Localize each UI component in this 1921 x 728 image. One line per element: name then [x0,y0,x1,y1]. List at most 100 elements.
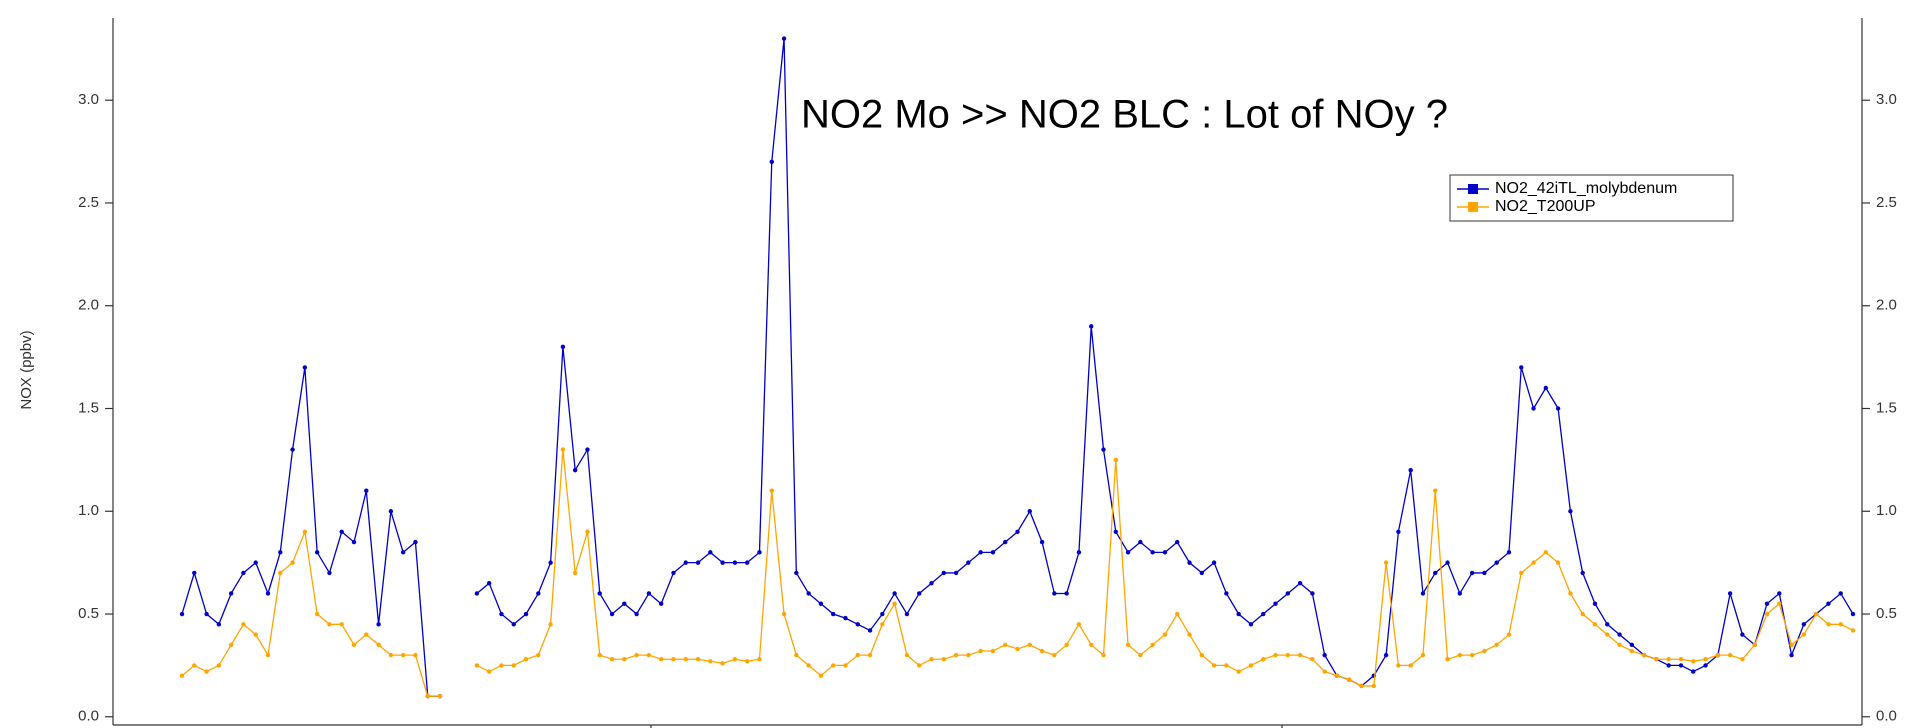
data-point [1261,657,1265,661]
data-point [708,659,712,663]
data-point [1261,612,1265,616]
data-point [843,663,847,667]
data-point [1839,591,1843,595]
data-point [1740,632,1744,636]
annotation: NO2 Mo >> NO2 BLC : Lot of NOy ? [801,93,1448,137]
data-point [1531,560,1535,564]
data-point [696,657,700,661]
data-point [770,160,774,164]
data-point [1568,591,1572,595]
data-point [217,622,221,626]
data-point [1064,643,1068,647]
data-point [1114,458,1118,462]
data-point [1347,678,1351,682]
data-point [1482,649,1486,653]
y2-tick-label: 1.5 [1876,399,1897,416]
y-axis-label: NOX (ppbv) [18,330,35,409]
y-tick-label: 1.5 [78,399,99,416]
data-point [1494,560,1498,564]
data-point [1040,540,1044,544]
data-point [978,550,982,554]
data-point [487,669,491,673]
data-point [794,653,798,657]
data-point [536,653,540,657]
y-tick-label: 2.0 [78,297,99,314]
data-point [1150,550,1154,554]
data-point [929,581,933,585]
data-point [892,591,896,595]
data-point [1077,550,1081,554]
data-point [1064,591,1068,595]
data-point [1335,673,1339,677]
data-point [1015,647,1019,651]
data-point [327,622,331,626]
data-point [1298,581,1302,585]
data-point [1396,530,1400,534]
data-point [1556,406,1560,410]
data-point [1691,669,1695,673]
data-point [1187,560,1191,564]
data-point [671,657,675,661]
data-point [413,540,417,544]
data-point [1433,489,1437,493]
data-point [1789,653,1793,657]
series-line [182,532,440,696]
data-point [856,653,860,657]
data-point [1789,643,1793,647]
data-point [1322,653,1326,657]
data-point [413,653,417,657]
data-point [1851,628,1855,632]
legend-label: NO2_T200UP [1495,198,1596,215]
data-point [1384,560,1388,564]
data-point [1163,550,1167,554]
data-point [548,560,552,564]
data-point [1089,643,1093,647]
data-point [1236,669,1240,673]
data-point [1654,657,1658,661]
data-point [1716,653,1720,657]
data-point [1187,632,1191,636]
data-point [266,653,270,657]
data-point [1839,622,1843,626]
data-point [1421,591,1425,595]
data-point [1150,643,1154,647]
data-point [180,673,184,677]
data-point [1482,571,1486,575]
data-point [1580,571,1584,575]
data-point [647,591,651,595]
data-point [598,591,602,595]
data-point [1617,643,1621,647]
data-point [180,612,184,616]
data-point [1544,386,1548,390]
data-point [512,622,516,626]
data-point [475,591,479,595]
data-point [659,657,663,661]
data-point [917,591,921,595]
data-point [1851,612,1855,616]
data-point [1052,653,1056,657]
legend-label: NO2_42iTL_molybdenum [1495,180,1677,197]
data-point [254,560,258,564]
data-point [1814,612,1818,616]
data-point [364,489,368,493]
data-point [720,661,724,665]
data-point [1777,602,1781,606]
data-point [843,616,847,620]
data-point [438,694,442,698]
data-point [671,571,675,575]
data-point [241,622,245,626]
data-point [426,694,430,698]
data-point [499,663,503,667]
data-point [1101,653,1105,657]
data-point [192,663,196,667]
data-point [831,663,835,667]
data-point [1531,406,1535,410]
data-point [561,345,565,349]
data-point [315,550,319,554]
data-point [733,657,737,661]
data-point [868,628,872,632]
data-point [1753,643,1757,647]
data-point [880,622,884,626]
data-point [684,560,688,564]
y2-tick-label: 0.0 [1876,708,1897,725]
